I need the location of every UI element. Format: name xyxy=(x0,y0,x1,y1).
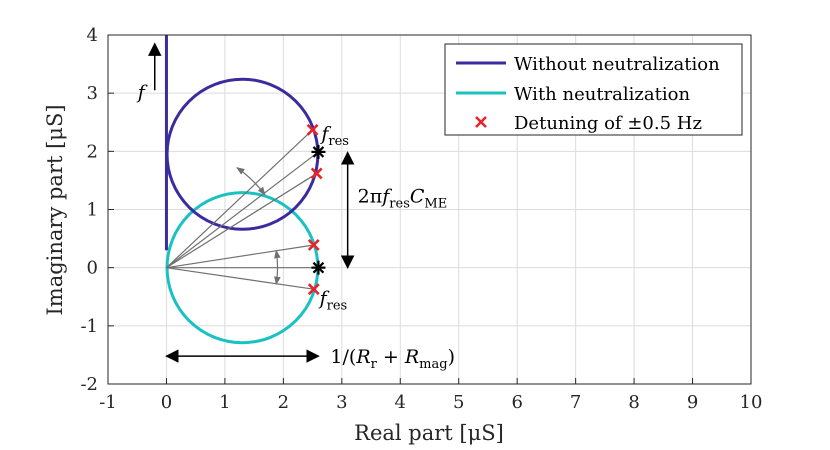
x-marker-stroke xyxy=(475,116,487,128)
annotation-part: ) xyxy=(448,346,455,368)
detuning-angle-arc xyxy=(274,249,281,286)
resonance-marker xyxy=(311,260,326,275)
x-marker-stroke xyxy=(306,123,319,136)
y-tick-label: 3 xyxy=(87,83,98,104)
annotation-part: + xyxy=(377,346,405,368)
admittance-vector xyxy=(166,172,318,269)
y-tick-label: 2 xyxy=(87,141,98,162)
x-marker-stroke xyxy=(310,167,323,180)
admittance-vector xyxy=(166,244,314,269)
asterisk-stroke xyxy=(312,261,325,274)
x-tick-label: 2 xyxy=(278,392,289,413)
detuning-marker xyxy=(310,167,323,180)
annotation-part: f xyxy=(318,287,330,309)
detuning-angle-arc xyxy=(236,167,266,196)
x-tick-label: 7 xyxy=(570,392,581,413)
x-tick-label: 3 xyxy=(336,392,347,413)
vector-layer xyxy=(166,129,319,290)
annotation-part: C xyxy=(410,186,425,208)
admittance-vector xyxy=(166,151,319,269)
x-tick-label: 0 xyxy=(161,392,172,413)
x-tick-label: 1 xyxy=(219,392,230,413)
annotation-part: res xyxy=(328,134,349,149)
y-tick-label: -1 xyxy=(80,316,98,337)
annotation-part: R xyxy=(355,346,370,368)
x-tick-label: 6 xyxy=(511,392,522,413)
asterisk-stroke xyxy=(312,146,325,158)
y-tick-label: 1 xyxy=(87,200,98,221)
x-tick-label: 9 xyxy=(687,392,698,413)
legend: Without neutralization With neutralizati… xyxy=(444,43,743,136)
x-axis-label: Real part [μS] xyxy=(354,421,504,445)
legend-swatch-detuning xyxy=(475,116,487,128)
y-tick-label: 4 xyxy=(87,25,98,46)
legend-label-with-neutralization: With neutralization xyxy=(514,84,690,105)
x-tick-label: 4 xyxy=(395,392,406,413)
annotation-part: mag xyxy=(419,357,447,372)
legend-box xyxy=(444,43,743,136)
admittance-vector xyxy=(166,267,314,290)
resonance-marker xyxy=(311,144,326,159)
x-marker-stroke xyxy=(307,239,320,251)
detuning-marker xyxy=(307,283,320,296)
conductance-label: 1/(Rr + Rmag) xyxy=(330,346,455,372)
legend-label-without-neutralization: Without neutralization xyxy=(514,54,720,75)
x-tick-label: -1 xyxy=(99,392,117,413)
annotation-part: f xyxy=(380,186,392,208)
annotation-part: 1/( xyxy=(330,346,356,368)
annotation-part: ME xyxy=(424,197,447,212)
admittance-vector xyxy=(166,129,314,269)
y-tick-label: -2 xyxy=(80,374,98,395)
y-axis-label: Imaginary part [μS] xyxy=(43,104,67,315)
x-tick-label: 10 xyxy=(740,392,763,413)
legend-label-detuning: Detuning of ±0.5 Hz xyxy=(514,113,702,134)
capacitance-label: 2πfresCME xyxy=(358,186,448,212)
frequency-label: f xyxy=(136,81,148,103)
x-marker-stroke xyxy=(307,283,320,296)
detuning-marker xyxy=(307,239,320,251)
y-tick-label: 0 xyxy=(87,258,98,279)
f-res-label-top: fres xyxy=(319,123,349,149)
annotation-part: res xyxy=(389,197,410,212)
marker-layer xyxy=(306,123,326,296)
annotation-part: r xyxy=(371,357,378,372)
annotation-part: R xyxy=(404,346,419,368)
x-tick-label: 8 xyxy=(628,392,639,413)
annotation-part: f xyxy=(319,123,331,145)
detuning-marker xyxy=(306,123,319,136)
f-res-label-bottom: fres xyxy=(318,287,348,313)
annotation-part: res xyxy=(327,298,348,313)
annotation-part: 2π xyxy=(358,186,383,208)
x-tick-label: 5 xyxy=(453,392,464,413)
